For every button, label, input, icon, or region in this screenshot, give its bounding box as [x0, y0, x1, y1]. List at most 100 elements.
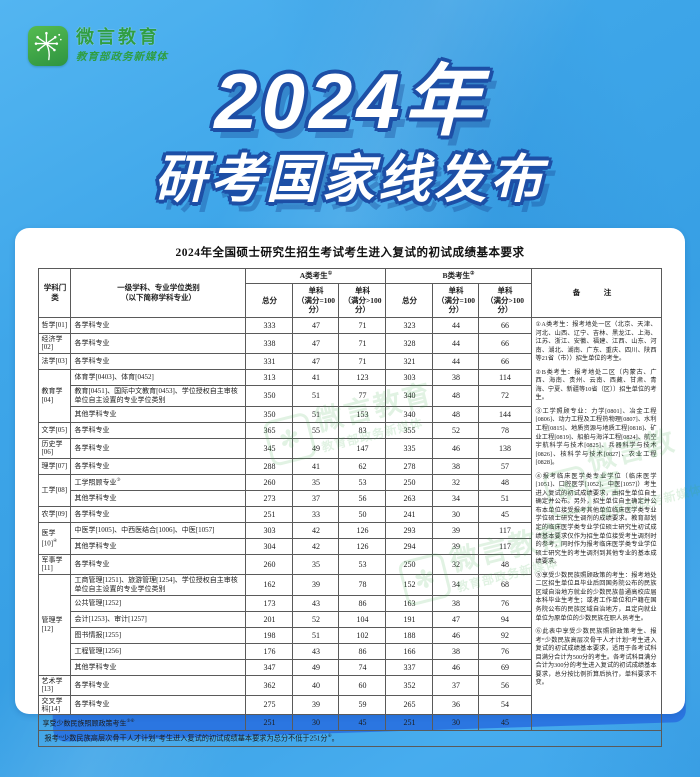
score-cell: 41 [292, 457, 340, 475]
poster-title: 2024年 研考国家线发布 [0, 62, 700, 206]
score-cell: 55 [292, 421, 340, 439]
title-main: 研考国家线发布 [153, 151, 546, 209]
discipline-cell: 各学科专业 [70, 505, 247, 523]
score-cell: 46 [432, 626, 480, 644]
score-cell: 78 [478, 421, 532, 439]
score-cell: 176 [245, 642, 294, 660]
discipline-cell: 其他学科专业 [70, 658, 247, 676]
score-cell: 338 [245, 333, 294, 354]
score-cell: 94 [478, 610, 532, 628]
score-cell: 51 [292, 384, 340, 407]
score-card: 2024年全国硕士研究生招生考试考生进入复试的初试成绩基本要求 学科门类 一级学… [15, 228, 685, 747]
score-cell: 48 [432, 384, 480, 407]
table-row: 会计[1253]、审计[1257] 201 52 104 191 47 94 [39, 610, 661, 628]
score-cell: 51 [292, 626, 340, 644]
score-cell: 265 [385, 694, 434, 716]
header-total-b: 总分 [385, 282, 434, 319]
score-cell: 38 [432, 594, 480, 612]
discipline-cell: 教育[0451]、国际中文教育[0453]、学位授权自主审核单位自主设置的专业学… [70, 384, 247, 407]
score-cell: 117 [478, 521, 532, 539]
category-cell: 法学[03] [38, 352, 72, 370]
score-cell: 34 [432, 573, 480, 596]
score-cell: 293 [385, 521, 434, 539]
score-cell: 92 [478, 626, 532, 644]
score-cell: 56 [478, 674, 532, 696]
score-cell: 45 [338, 714, 387, 732]
score-cell: 60 [338, 674, 387, 696]
discipline-cell: 工学照顾专业③ [70, 473, 247, 491]
discipline-cell: 其他学科专业 [70, 489, 247, 507]
score-cell: 340 [385, 405, 434, 423]
score-cell: 352 [385, 674, 434, 696]
header-total-a: 总分 [245, 282, 294, 319]
table-row: 其他学科专业 304 42 126 294 39 117 [39, 537, 661, 555]
category-cell: 文学[05] [38, 421, 72, 439]
discipline-cell: 工商管理[1251]、旅游管理[1254]、学位授权自主审核单位自主设置的专业学… [70, 573, 247, 596]
score-cell: 43 [292, 642, 340, 660]
brand-text: 微言教育 教育部政务新媒体 [76, 27, 168, 65]
score-cell: 42 [292, 537, 340, 555]
score-cell: 39 [292, 573, 340, 596]
table-row: 工学[08] 工学照顾专业③ 260 35 53 250 32 48 [38, 473, 661, 507]
table-row: 其他学科专业 347 49 74 337 46 69 [39, 658, 661, 676]
table-row: 报考“少数民族高层次骨干人才计划”考生进入复试的初试成绩基本要求为总分不低于25… [38, 730, 662, 747]
score-cell: 74 [338, 658, 387, 676]
score-cell: 313 [245, 368, 294, 386]
score-cell: 47 [432, 610, 480, 628]
discipline-cell: 其他学科专业 [70, 405, 247, 423]
score-cell: 66 [478, 352, 532, 370]
score-cell: 72 [478, 384, 532, 407]
category-cell: 农学[09] [38, 505, 72, 523]
score-cell: 114 [478, 368, 532, 386]
header-remarks: 备 注 [530, 268, 662, 318]
remark-paragraph: ③工学照顾专业：力学[0801]、冶金工程[0806]、动力工程及工程热物理[0… [535, 407, 657, 467]
score-cell: 52 [292, 610, 340, 628]
table-body: 哲学[01] 各学科专业 333 47 71 323 44 66 ①A类考生：报考地处一区（北京… [38, 316, 662, 747]
score-cell: 83 [338, 421, 387, 439]
header-group-b: B类考生② [385, 268, 532, 284]
table-row: 文学[05] 各学科专业 365 55 83 355 52 78 [38, 421, 661, 439]
score-cell: 57 [478, 457, 532, 475]
score-cell: 260 [245, 473, 294, 491]
score-cell: 347 [245, 658, 294, 676]
discipline-cell: 图书情报[1255] [70, 626, 247, 644]
score-table: 学科门类 一级学科、专业学位类别 （以下简称学科专业） A类考生① B类考生② … [38, 268, 662, 747]
score-cell: 138 [478, 437, 532, 459]
footnote-marker: ① [327, 271, 333, 277]
score-cell: 86 [338, 594, 387, 612]
score-cell: 59 [338, 694, 387, 716]
category-cell: 历史学[06] [38, 437, 72, 459]
score-cell: 201 [245, 610, 294, 628]
header-group-a: A类考生① [245, 268, 387, 284]
score-cell: 328 [385, 333, 434, 354]
brand-subtitle: 教育部政务新媒体 [76, 51, 168, 64]
score-cell: 42 [292, 521, 340, 539]
score-cell: 49 [292, 658, 340, 676]
table-row: 哲学[01] 各学科专业 333 47 71 323 44 66 ①A类考生：报考地处一区（北京… [38, 316, 662, 732]
score-cell: 355 [385, 421, 434, 439]
score-cell: 365 [245, 421, 294, 439]
score-cell: 251 [245, 714, 294, 732]
remarks-cell: ①A类考生：报考地处一区（北京、天津、河北、山西、辽宁、吉林、黑龙江、上海、江苏… [530, 316, 662, 732]
score-cell: 275 [245, 694, 294, 716]
table-row: 工程管理[1256] 176 43 86 166 38 76 [39, 642, 661, 660]
score-cell: 40 [292, 674, 340, 696]
score-cell: 337 [385, 658, 434, 676]
score-cell: 126 [338, 521, 387, 539]
score-cell: 53 [338, 553, 387, 575]
discipline-cell: 各学科专业 [70, 553, 247, 575]
header-discipline: 一级学科、专业学位类别 （以下简称学科专业） [70, 268, 247, 318]
score-cell: 362 [245, 674, 294, 696]
score-cell: 49 [292, 437, 340, 459]
category-cell: 工学[08] [38, 473, 72, 507]
score-cell: 241 [385, 505, 434, 523]
table-row: 历史学[06] 各学科专业 345 49 147 335 46 138 [38, 437, 661, 459]
table-row: 公共管理[1252] 173 43 86 163 38 76 [39, 594, 661, 612]
score-cell: 30 [432, 505, 480, 523]
discipline-cell: 各学科专业 [70, 674, 247, 696]
score-cell: 51 [292, 405, 340, 423]
score-cell: 350 [245, 384, 294, 407]
score-cell: 45 [478, 505, 532, 523]
category-cell: 哲学[01] [38, 317, 72, 334]
